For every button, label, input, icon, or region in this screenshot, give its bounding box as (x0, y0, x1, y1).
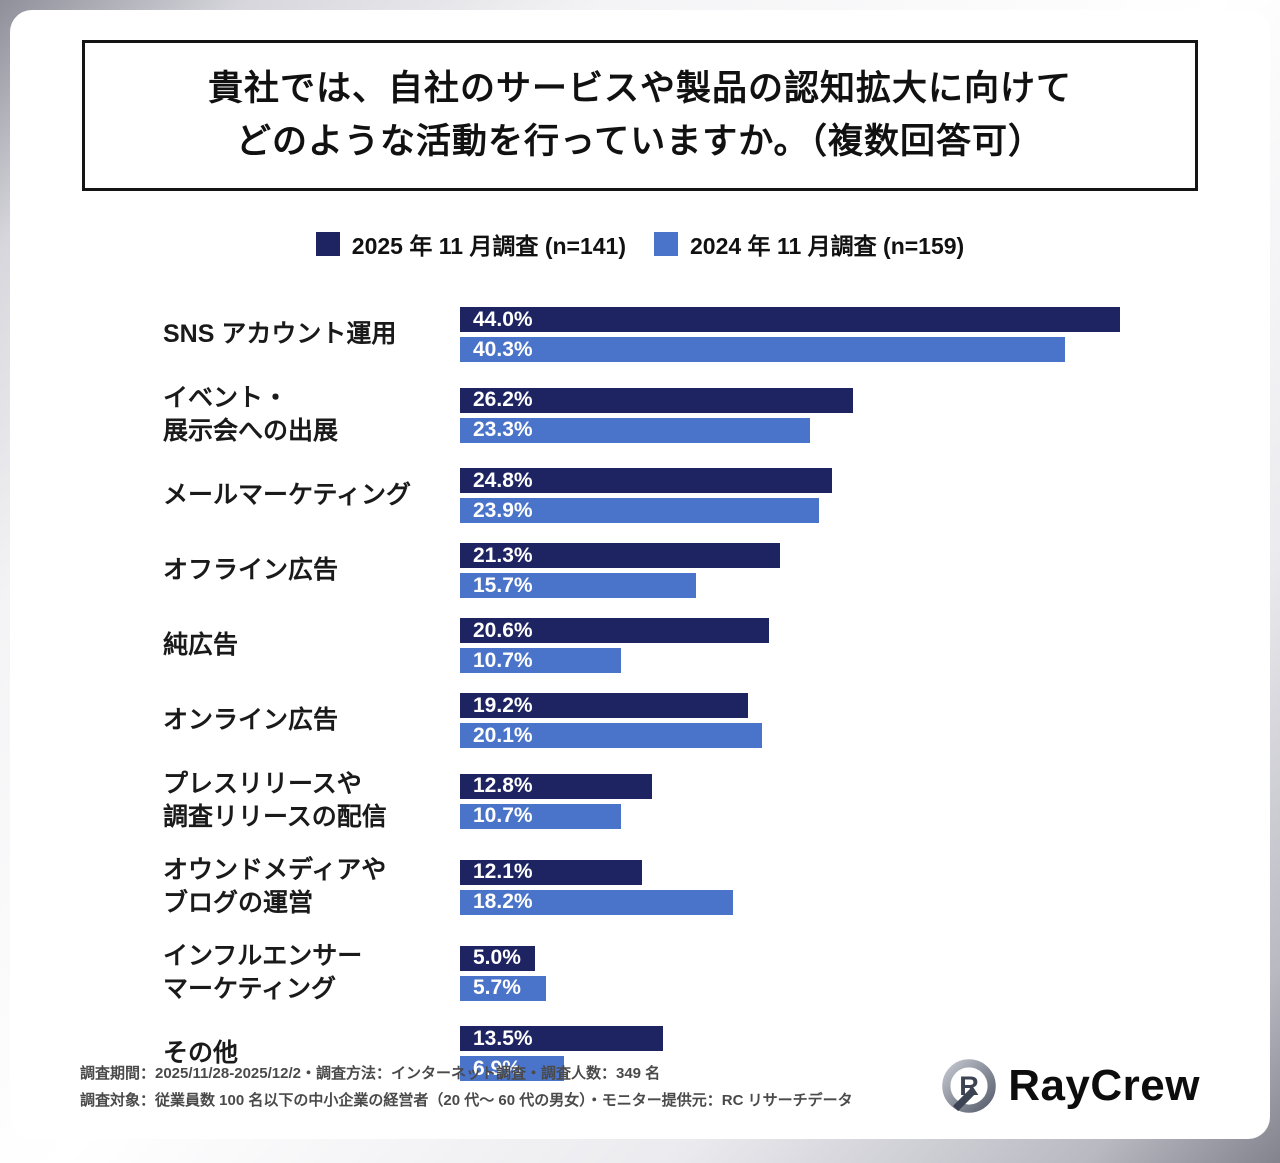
bar-group: 5.0% 5.7% (460, 945, 1135, 1001)
svg-text:R: R (959, 1070, 979, 1101)
chart-row: プレスリリースや 調査リリースの配信 12.8% 10.7% (163, 768, 1210, 834)
chart-row: インフルエンサー マーケティング 5.0% 5.7% (163, 940, 1210, 1006)
bar-series-1: 23.9% (460, 498, 819, 523)
category-label: プレスリリースや 調査リリースの配信 (163, 770, 387, 831)
legend-item-0: 2025 年 11 月調査 (n=141) (315, 227, 626, 261)
chart-row: イベント・ 展示会への出展 26.2% 23.3% (163, 382, 1210, 448)
bar-value-label: 18.2% (473, 890, 533, 913)
bar-group: 20.6% 10.7% (460, 618, 1135, 673)
bar-group: 24.8% 23.9% (460, 468, 1135, 523)
bar-group: 12.8% 10.7% (460, 773, 1135, 829)
bar-series-0: 20.6% (460, 618, 769, 643)
bar-series-1: 10.7% (460, 803, 621, 829)
bar-value-label: 15.7% (473, 573, 533, 597)
category-label: SNS アカウント運用 (163, 320, 397, 348)
legend: 2025 年 11 月調査 (n=141) 2024 年 11 月調査 (n=15… (10, 227, 1270, 261)
bar-group: 13.5% 6.9% (460, 1026, 1135, 1081)
bar-value-label: 10.7% (473, 804, 533, 827)
bar-chart: SNS アカウント運用 44.0% 40.3% イベント・ 展示会への出展 26.2% 23… (10, 307, 1270, 1081)
category-label: イベント・ 展示会への出展 (163, 384, 339, 445)
bar-value-label: 23.3% (473, 418, 533, 441)
bar-series-0: 12.1% (460, 859, 642, 885)
survey-footnote: 調査期間：2025/11/28-2025/12/2・調査方法：インターネット調査… (80, 1060, 853, 1116)
bar-series-1: 40.3% (460, 337, 1065, 362)
bar-series-1: 6.9% (460, 1056, 564, 1081)
bar-value-label: 20.1% (473, 723, 533, 747)
bar-value-label: 10.7% (473, 648, 533, 672)
category-label: オンライン広告 (163, 706, 339, 734)
bar-series-1: 23.3% (460, 417, 810, 443)
category-label: メールマーケティング (163, 481, 412, 509)
category-label: 純広告 (163, 631, 239, 659)
bar-series-1: 18.2% (460, 889, 733, 915)
bar-group: 44.0% 40.3% (460, 307, 1135, 362)
bar-group: 12.1% 18.2% (460, 859, 1135, 915)
chart-row: オンライン広告 19.2% 20.1% (163, 693, 1210, 748)
bar-series-0: 5.0% (460, 945, 535, 971)
bar-series-0: 24.8% (460, 468, 832, 493)
bar-value-label: 13.5% (473, 1026, 533, 1050)
bar-series-1: 15.7% (460, 573, 696, 598)
chart-row: オウンドメディアや ブログの運営 12.1% 18.2% (163, 854, 1210, 920)
bar-value-label: 40.3% (473, 337, 533, 361)
chart-title-line2: どのような活動を行っていますか。（複数回答可） (235, 121, 1045, 161)
bar-value-label: 44.0% (473, 307, 533, 331)
bar-series-0: 19.2% (460, 693, 748, 718)
raycrew-logo: R RayCrew (940, 1057, 1200, 1115)
bar-series-0: 21.3% (460, 543, 780, 568)
chart-row: SNS アカウント運用 44.0% 40.3% (163, 307, 1210, 362)
legend-label: 2024 年 11 月調査 (n=159) (690, 233, 965, 259)
chart-row: 純広告 20.6% 10.7% (163, 618, 1210, 673)
bar-value-label: 6.9% (473, 1056, 521, 1080)
legend-swatch-icon (315, 232, 340, 256)
raycrew-logo-icon: R (942, 1059, 996, 1113)
bar-value-label: 12.8% (473, 774, 533, 797)
bar-group: 19.2% 20.1% (460, 693, 1135, 748)
bar-group: 21.3% 15.7% (460, 543, 1135, 598)
bar-value-label: 12.1% (473, 860, 533, 883)
category-label: その他 (163, 1039, 239, 1067)
bar-value-label: 21.3% (473, 543, 533, 567)
bar-value-label: 5.7% (473, 976, 521, 999)
bar-value-label: 23.9% (473, 498, 533, 522)
bar-value-label: 20.6% (473, 618, 533, 642)
chart-title: 貴社では、自社のサービスや製品の認知拡大に向けて どのような活動を行っていますか… (82, 40, 1198, 191)
bar-value-label: 24.8% (473, 468, 533, 492)
chart-row: メールマーケティング 24.8% 23.9% (163, 468, 1210, 523)
bar-series-0: 12.8% (460, 773, 652, 799)
bar-group: 26.2% 23.3% (460, 387, 1135, 443)
legend-swatch-icon (654, 232, 678, 256)
bar-series-1: 10.7% (460, 648, 621, 673)
chart-card: 貴社では、自社のサービスや製品の認知拡大に向けて どのような活動を行っていますか… (10, 10, 1270, 1139)
category-label: インフルエンサー マーケティング (163, 942, 363, 1003)
legend-label: 2025 年 11 月調査 (n=141) (351, 233, 626, 259)
legend-item-1: 2024 年 11 月調査 (n=159) (654, 227, 964, 261)
bar-value-label: 5.0% (473, 946, 521, 969)
footnote-line1: 調査期間：2025/11/28-2025/12/2・調査方法：インターネット調査… (80, 1064, 661, 1082)
bar-series-1: 5.7% (460, 975, 546, 1001)
category-label: オウンドメディアや ブログの運営 (163, 856, 387, 917)
raycrew-logo-text: RayCrew (1008, 1061, 1200, 1110)
bar-value-label: 19.2% (473, 693, 533, 717)
footnote-line2: 調査対象：従業員数 100 名以下の中小企業の経営者（20 代〜 60 代の男女… (80, 1092, 853, 1110)
chart-row: オフライン広告 21.3% 15.7% (163, 543, 1210, 598)
chart-title-line1: 貴社では、自社のサービスや製品の認知拡大に向けて (207, 69, 1072, 108)
category-label: オフライン広告 (163, 556, 339, 584)
bar-series-0: 26.2% (460, 387, 853, 413)
bar-series-0: 13.5% (460, 1026, 663, 1051)
chart-row: その他 13.5% 6.9% (163, 1026, 1210, 1081)
bar-series-1: 20.1% (460, 723, 762, 748)
bar-value-label: 26.2% (473, 388, 533, 411)
bar-series-0: 44.0% (460, 307, 1120, 332)
